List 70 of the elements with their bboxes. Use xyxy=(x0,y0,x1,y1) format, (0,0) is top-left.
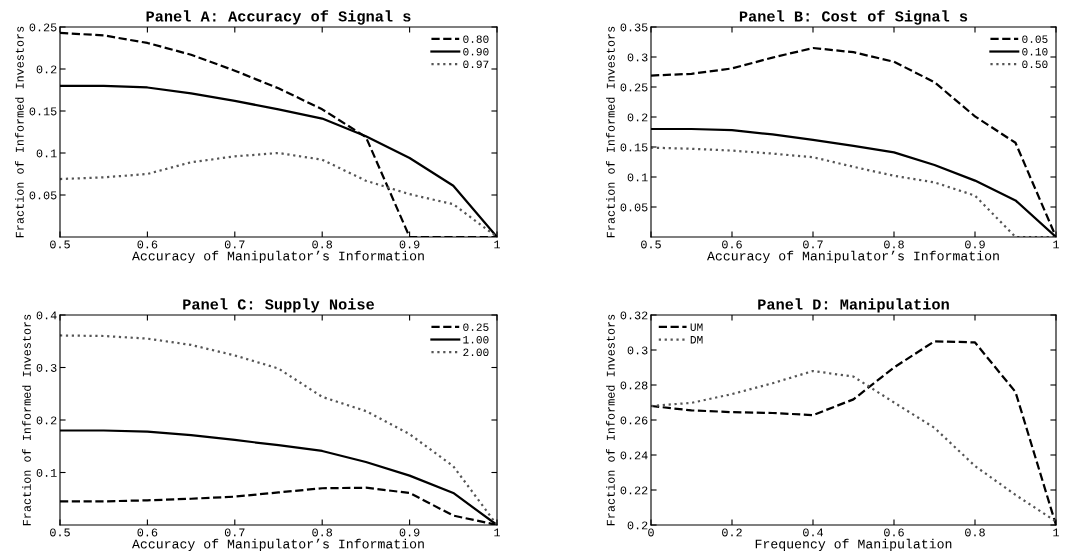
x-tick-label: 1 xyxy=(494,240,500,249)
x-axis-title: Accuracy of Manipulator’s Information xyxy=(132,538,424,552)
x-axis-title: Accuracy of Manipulator’s Information xyxy=(132,250,424,264)
x-tick-label: 1 xyxy=(1053,240,1059,249)
y-axis-title: Fraction of Informed Investors xyxy=(606,26,615,238)
y-tick-label: 0.05 xyxy=(620,203,648,212)
x-tick-label: 0.6 xyxy=(884,528,904,537)
x-tick-label: 1 xyxy=(494,528,500,537)
x-tick-label: 0.6 xyxy=(137,240,158,249)
y-axis-title: Fraction of Informed Investors xyxy=(22,314,31,526)
legend-label: 2.00 xyxy=(463,348,489,357)
x-tick-label: 0.8 xyxy=(312,240,333,249)
x-tick-label: 0.5 xyxy=(641,240,661,249)
legend-label: 0.80 xyxy=(463,35,489,43)
y-tick-label: 0.28 xyxy=(620,381,648,390)
y-tick-label: 0.2 xyxy=(627,521,648,530)
legend-label: 0.50 xyxy=(1022,60,1048,69)
x-tick-label: 0.6 xyxy=(137,528,158,537)
y-tick-label: 0.15 xyxy=(620,143,648,152)
y-tick-label: 0.15 xyxy=(29,107,57,116)
x-axis-title: Frequency of Manipulation xyxy=(755,538,952,552)
x-tick-label: 0.8 xyxy=(884,240,904,249)
y-tick-label: 0.26 xyxy=(620,416,648,425)
x-tick-label: 1 xyxy=(1053,528,1059,537)
y-tick-label: 0.2 xyxy=(627,113,648,122)
legend-label: 0.97 xyxy=(463,60,489,69)
legend-label: 0.10 xyxy=(1022,47,1048,56)
x-tick-label: 0.7 xyxy=(224,528,245,537)
x-tick-label: 0 xyxy=(648,528,654,537)
x-tick-label: 0.4 xyxy=(803,528,824,537)
y-tick-label: 0.3 xyxy=(36,363,57,372)
legend-label: 0.25 xyxy=(463,323,489,331)
y-tick-label: 0.05 xyxy=(29,191,57,200)
x-axis-title: Accuracy of Manipulator’s Information xyxy=(707,250,999,264)
y-tick-label: 0.2 xyxy=(36,65,57,74)
y-tick-label: 0.32 xyxy=(620,311,648,320)
chart-title: Panel B: Cost of Signal s xyxy=(739,10,968,25)
y-tick-label: 0.1 xyxy=(36,149,57,158)
x-tick-label: 0.9 xyxy=(965,240,985,249)
y-tick-label: 0.1 xyxy=(36,468,57,477)
y-tick-label: 0.1 xyxy=(627,173,648,182)
y-tick-label: 0.25 xyxy=(29,23,57,32)
x-tick-label: 0.8 xyxy=(965,528,985,537)
chart-title: Panel C: Supply Noise xyxy=(183,298,375,313)
x-tick-label: 0.6 xyxy=(722,240,742,249)
x-tick-label: 0.7 xyxy=(803,240,823,249)
legend-label: 0.05 xyxy=(1022,35,1048,43)
y-tick-label: 0.24 xyxy=(620,451,648,460)
y-axis-title: Fraction of Informed Investors xyxy=(606,314,615,526)
chart-title: Panel D: Manipulation xyxy=(758,298,949,313)
y-tick-label: 0.22 xyxy=(620,486,648,495)
chart-title: Panel A: Accuracy of Signal s xyxy=(146,10,411,25)
y-tick-label: 0.3 xyxy=(627,53,648,62)
legend-label: UM xyxy=(690,323,703,331)
x-tick-label: 0.7 xyxy=(224,240,245,249)
x-tick-label: 0.8 xyxy=(312,528,333,537)
legend-label: 0.90 xyxy=(463,47,489,56)
legend-label: DM xyxy=(690,336,703,344)
x-tick-label: 0.9 xyxy=(399,528,420,537)
y-axis-title: Fraction of Informed Investors xyxy=(15,26,24,238)
x-tick-label: 0.5 xyxy=(50,528,70,537)
y-tick-label: 0.35 xyxy=(620,23,648,32)
x-tick-label: 0.9 xyxy=(399,240,420,249)
legend-label: 1.00 xyxy=(463,335,489,344)
x-tick-label: 0.5 xyxy=(50,240,70,249)
y-tick-label: 0.25 xyxy=(620,83,648,92)
y-tick-label: 0.2 xyxy=(36,416,57,425)
x-tick-label: 0.2 xyxy=(722,528,742,537)
y-tick-label: 0.3 xyxy=(627,346,648,355)
y-tick-label: 0.4 xyxy=(36,311,57,320)
